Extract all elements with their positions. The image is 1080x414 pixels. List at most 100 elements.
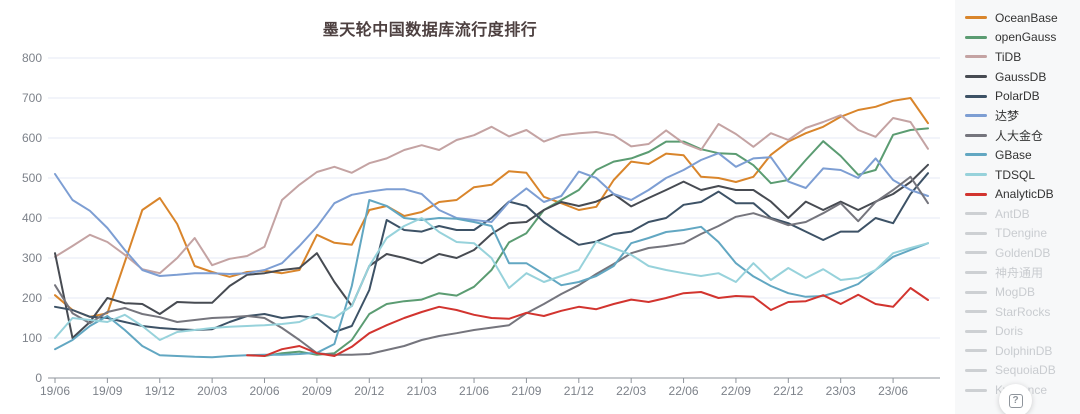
legend-item-MogDB[interactable]: MogDB: [965, 282, 1080, 302]
legend-swatch-icon: [965, 133, 987, 137]
y-axis-tick-label: 400: [22, 211, 42, 225]
legend-item-人大金仓[interactable]: 人大金仓: [965, 126, 1080, 146]
legend-label: SequoiaDB: [995, 363, 1056, 378]
x-axis-tick-label: 20/03: [197, 384, 227, 398]
x-axis-tick-label: 19/09: [92, 384, 122, 398]
legend-label: OceanBase: [995, 10, 1058, 25]
series-line-TDSQL[interactable]: [54, 217, 929, 341]
legend-label: TiDB: [995, 49, 1022, 64]
legend-swatch-icon: [965, 329, 987, 333]
legend-swatch-icon: [965, 290, 987, 294]
legend-item-达梦[interactable]: 达梦: [965, 106, 1080, 126]
legend-item-TDengine[interactable]: TDengine: [965, 224, 1080, 244]
x-axis-tick-label: 23/06: [878, 384, 908, 398]
series-line-达梦[interactable]: [54, 152, 929, 277]
x-axis-tick-label: 22/03: [616, 384, 646, 398]
series-line-PolarDB[interactable]: [54, 172, 929, 333]
legend-label: GBase: [995, 147, 1032, 162]
legend-item-StarRocks[interactable]: StarRocks: [965, 302, 1080, 322]
x-axis-tick-label: 20/12: [354, 384, 384, 398]
x-axis-tick-label: 21/03: [407, 384, 437, 398]
y-axis-tick-label: 500: [22, 171, 42, 185]
legend-label: MogDB: [995, 285, 1036, 300]
legend-swatch-icon: [965, 94, 987, 98]
x-axis-tick-label: 20/09: [302, 384, 332, 398]
legend-swatch-icon: [965, 251, 987, 255]
legend-item-GoldenDB[interactable]: GoldenDB: [965, 243, 1080, 263]
legend-item-AntDB[interactable]: AntDB: [965, 204, 1080, 224]
legend-label: Doris: [995, 324, 1024, 339]
legend-label: PolarDB: [995, 89, 1040, 104]
x-axis-tick-label: 22/12: [773, 384, 803, 398]
legend-item-OceanBase[interactable]: OceanBase: [965, 8, 1080, 28]
y-axis-tick-label: 100: [22, 331, 42, 345]
popularity-line-chart[interactable]: 墨天轮中国数据库流行度排行 0 100 200 300 400 500 600 700 800 1…: [0, 0, 955, 414]
y-axis-tick-label: 200: [22, 291, 42, 305]
legend-swatch-icon: [965, 388, 987, 392]
y-axis-tick-label: 700: [22, 91, 42, 105]
legend-item-神舟通用[interactable]: 神舟通用: [965, 263, 1080, 283]
legend-swatch-icon: [965, 173, 987, 177]
legend-swatch-icon: [965, 16, 987, 20]
y-axis-tick-label: 300: [22, 251, 42, 265]
legend-item-TDSQL[interactable]: TDSQL: [965, 165, 1080, 185]
legend-label: openGauss: [995, 30, 1057, 45]
x-axis-tick-label: 21/06: [459, 384, 489, 398]
series-line-GaussDB[interactable]: [54, 163, 929, 339]
legend-label: AntDB: [995, 206, 1030, 221]
x-axis-tick-label: 23/03: [826, 384, 856, 398]
series-line-openGauss[interactable]: [263, 127, 929, 357]
legend-swatch-icon: [965, 212, 987, 216]
legend-label: DolphinDB: [995, 343, 1053, 358]
legend-label: TDSQL: [995, 167, 1036, 182]
x-axis-tick-label: 19/06: [40, 384, 70, 398]
legend-label: 神舟通用: [995, 266, 1044, 281]
legend-swatch-icon: [965, 271, 987, 275]
x-axis-tick-label: 21/12: [564, 384, 594, 398]
x-axis-tick-label: 20/06: [250, 384, 280, 398]
y-axis-tick-label: 0: [35, 371, 42, 385]
legend-swatch-icon: [965, 153, 987, 157]
question-mark-icon: ?: [1008, 393, 1023, 408]
legend-item-DolphinDB[interactable]: DolphinDB: [965, 341, 1080, 361]
legend-swatch-icon: [965, 192, 987, 196]
x-axis-tick-label: 21/09: [511, 384, 541, 398]
help-button[interactable]: ?: [999, 384, 1032, 414]
legend-label: 达梦: [995, 109, 1020, 124]
legend-item-PolarDB[interactable]: PolarDB: [965, 86, 1080, 106]
legend-item-AnalyticDB[interactable]: AnalyticDB: [965, 184, 1080, 204]
legend-item-TiDB[interactable]: TiDB: [965, 47, 1080, 67]
series-line-AnalyticDB[interactable]: [246, 287, 929, 357]
legend-label: StarRocks: [995, 304, 1051, 319]
legend-swatch-icon: [965, 349, 987, 353]
chart-canvas[interactable]: 0 100 200 300 400 500 600 700 800 19/06 19/09 19/12…: [0, 0, 955, 414]
x-axis-tick-label: 22/06: [669, 384, 699, 398]
x-axis-tick-label: 19/12: [145, 384, 175, 398]
x-axis-tick-label: 22/09: [721, 384, 751, 398]
legend-swatch-icon: [965, 55, 987, 59]
series-line-GBase[interactable]: [54, 199, 929, 359]
legend-item-GaussDB[interactable]: GaussDB: [965, 67, 1080, 87]
legend-label: 人大金仓: [995, 128, 1044, 143]
series-line-TiDB[interactable]: [54, 114, 929, 275]
legend-label: GaussDB: [995, 69, 1047, 84]
y-axis-tick-label: 800: [22, 51, 42, 65]
legend-item-GBase[interactable]: GBase: [965, 145, 1080, 165]
legend-label: AnalyticDB: [995, 187, 1054, 202]
series-line-人大金仓[interactable]: [54, 175, 929, 356]
legend-item-Doris[interactable]: Doris: [965, 322, 1080, 342]
chart-legend: OceanBase openGauss TiDB GaussDB PolarDB 达梦人大…: [955, 0, 1080, 414]
legend-swatch-icon: [965, 75, 987, 79]
legend-label: GoldenDB: [995, 245, 1051, 260]
legend-label: TDengine: [995, 226, 1048, 241]
legend-swatch-icon: [965, 310, 987, 314]
legend-item-openGauss[interactable]: openGauss: [965, 28, 1080, 48]
legend-item-SequoiaDB[interactable]: SequoiaDB: [965, 361, 1080, 381]
legend-swatch-icon: [965, 231, 987, 235]
series-line-OceanBase[interactable]: [54, 97, 929, 318]
legend-swatch-icon: [965, 114, 987, 118]
legend-swatch-icon: [965, 35, 987, 39]
chart-title: 墨天轮中国数据库流行度排行: [322, 22, 538, 39]
y-axis-tick-label: 600: [22, 131, 42, 145]
